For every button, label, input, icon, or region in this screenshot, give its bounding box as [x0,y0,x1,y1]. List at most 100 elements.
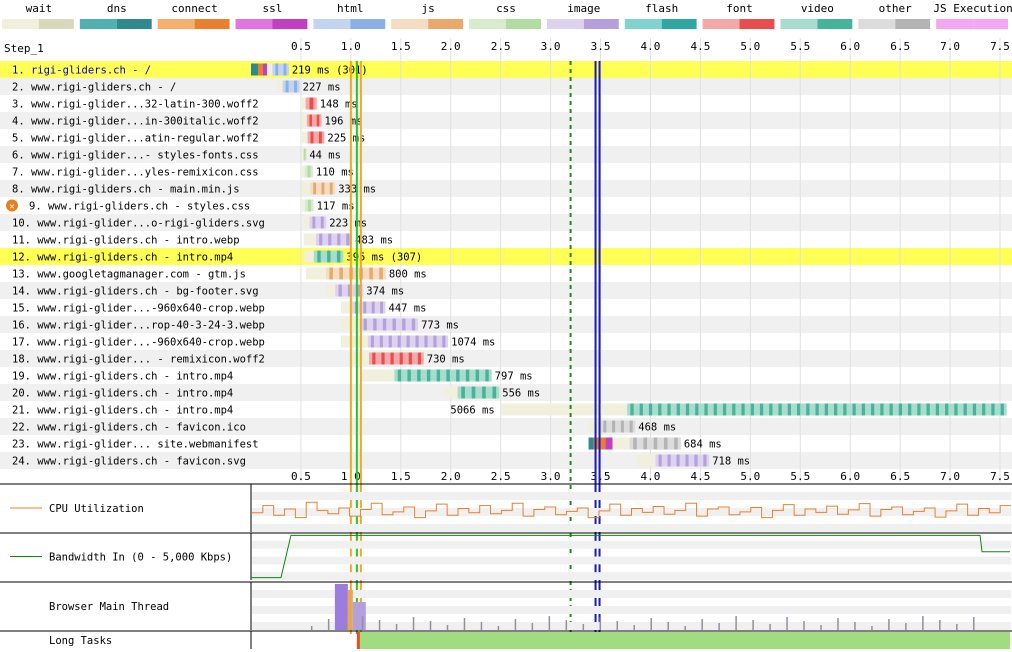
main-thread-tick-3 [361,616,364,630]
request-2: 2. www.rigi-gliders.ch - / 227 ms [12,80,341,94]
legend: wait dns connect ssl html js css image flash font… [2,2,1012,29]
bar-chunk-18-4 [408,352,412,365]
bar-wait-11 [303,233,316,246]
tick-top-12: 6.5 [890,40,910,53]
bar-chunk-22-1 [612,420,616,433]
bar-download-18 [369,352,424,365]
request-time-24: 718 ms [712,456,750,468]
bar-chunk-21-24 [852,403,856,416]
tick-top-9: 5.0 [740,40,760,53]
bar-chunk-21-13 [750,403,754,416]
bar-chunk-21-29 [898,403,903,416]
bar-wait-5 [301,131,308,144]
request-time-6: 44 ms [309,150,341,162]
main-thread-tick-32 [854,622,856,630]
main-thread-block-light [352,602,366,630]
bar-chunk-24-5 [703,454,707,467]
bar-chunk-17-5 [415,335,419,348]
request-label-21: 21. www.rigi-gliders.ch - intro.mp4 [12,405,233,417]
main-thread-tick-5 [395,624,398,630]
request-21: 21. www.rigi-gliders.ch - intro.mp4 5066 … [12,403,1007,417]
bar-chunk-21-22 [834,403,838,416]
request-time-3: 148 ms [320,99,358,111]
main-thread-tick-34 [888,619,890,630]
bar-chunk-21-37 [972,403,977,416]
tick-bottom-7: 4.0 [641,470,661,483]
request-24: 24. www.rigi-gliders.ch - favicon.svg 718… [12,454,750,468]
legend-swatch-dark-8 [661,19,697,29]
bar-chunk-21-20 [815,403,819,416]
legend-label-3: ssl [263,2,283,15]
request-label-24: 24. www.rigi-gliders.ch - favicon.svg [12,456,246,468]
bar-download-22 [600,420,636,433]
main-thread-tick-11 [497,626,500,630]
bar-chunk-17-3 [397,335,401,348]
step-label: Step_1 [4,42,44,55]
bar-chunk-21-17 [787,403,791,416]
legend-label-11: other [879,2,912,15]
bar-chunk-18-5 [417,352,422,365]
waterfall-chart: 0.50.51.01.01.51.52.02.02.52.53.03.03.53… [0,38,1012,649]
main-thread-tick-8 [446,625,449,630]
bar-chunk-22-0 [603,420,607,433]
bar-connect-1 [257,63,263,76]
row-bg-13 [0,265,1012,282]
legend-swatch-dark-5 [428,19,464,29]
bar-chunk-21-34 [945,403,949,416]
bar-chunk-17-6 [424,335,428,348]
request-label-11: 11. www.rigi-gliders.ch - intro.webp [12,235,240,247]
tick-top-10: 5.5 [790,40,810,53]
request-label-10: 10. www.rigi-glider...o-rigi-gliders.svg [12,218,265,230]
bar-chunk-18-0 [372,352,376,365]
bar-wait-23 [612,437,630,450]
bar-chunk-6-0 [304,148,306,161]
request-3: 3. www.rigi-glider...32-latin-300.woff2 1… [12,97,358,111]
legend-swatch-dark-1 [116,19,152,29]
bar-chunk-21-7 [695,403,699,416]
main-thread-block-orange [347,590,353,630]
request-label-1: 1. rigi-gliders.ch - / [12,65,151,77]
bar-chunk-23-3 [663,437,668,450]
row-bg-10 [0,214,1012,231]
row-bg-23 [0,435,1012,452]
legend-swatch-light-7 [546,19,584,29]
legend-swatch-dark-9 [739,19,775,29]
bar-chunk-23-4 [674,437,678,450]
bar-chunk-21-8 [704,403,708,416]
request-time-21: 5066 ms [450,405,494,417]
bar-chunk-21-2 [648,403,653,416]
request-label-12: 12. www.rigi-gliders.ch - intro.mp4 [12,252,233,264]
bar-chunk-19-8 [475,369,480,382]
bar-wait-19 [361,369,395,382]
bar-wait-21 [500,403,628,416]
bar-chunk-20-1 [471,386,476,399]
tick-top-6: 3.5 [591,40,611,53]
bar-chunk-14-1 [347,284,352,297]
bar-chunk-17-8 [442,335,446,348]
bar-chunk-16-4 [402,318,406,331]
main-thread-tick-31 [837,618,839,630]
main-thread-tick-10 [480,622,483,630]
legend-label-1: dns [107,2,127,15]
bar-chunk-7-0 [307,165,311,178]
bar-wait-17 [340,335,368,348]
request-6: 6. www.rigi-glider...- styles-fonts.css 4… [12,148,341,162]
bar-chunk-21-35 [954,403,958,416]
row-bg-6 [0,146,1012,163]
bar-chunk-17-4 [406,335,410,348]
main-thread-tick-14 [548,616,551,630]
panel-band-cpu-5 [252,524,1011,532]
legend-swatch-light-6 [469,19,506,29]
row-bg-11 [0,231,1012,248]
request-19: 19. www.rigi-gliders.ch - intro.mp4 797 m… [12,369,533,383]
legend-swatch-dark-11 [895,19,931,29]
bar-chunk-21-23 [843,403,847,416]
bar-chunk-20-2 [482,386,486,399]
legend-swatch-light-2 [157,19,195,29]
legend-label-12: JS Execution [933,2,1012,15]
tick-bottom-8: 4.5 [690,470,710,483]
main-thread-tick-16 [582,624,585,630]
bar-wait-1 [266,63,273,76]
main-thread-tick-33 [871,626,873,630]
tick-top-5: 3.0 [541,40,561,53]
